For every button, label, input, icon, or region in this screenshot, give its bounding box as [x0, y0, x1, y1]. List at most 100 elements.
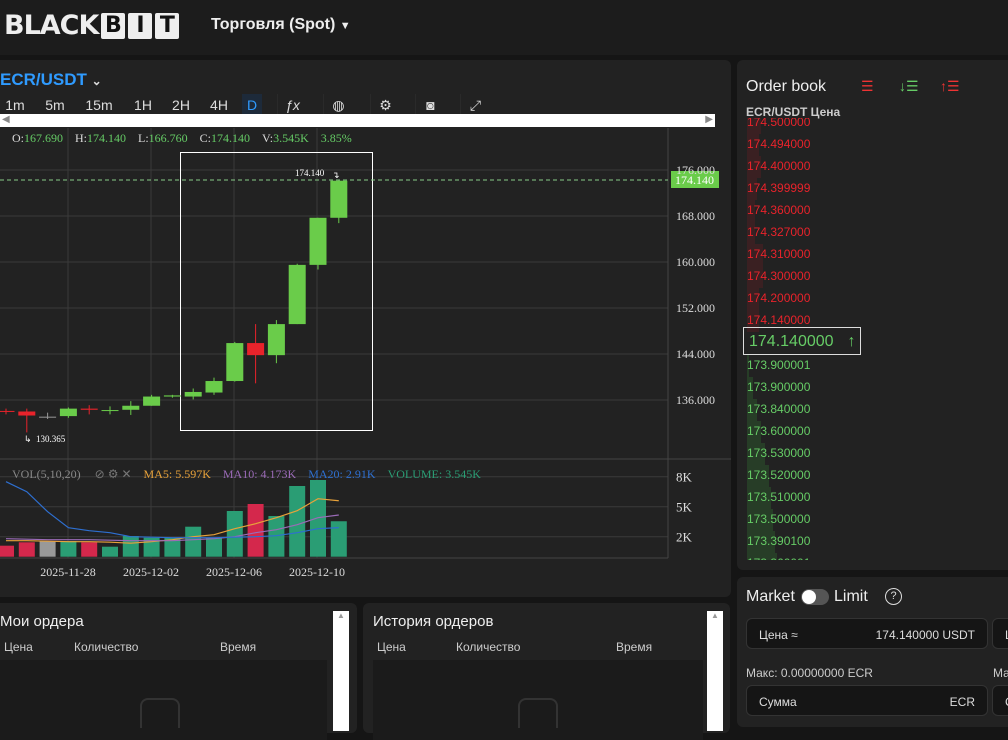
- candle-body: [330, 180, 348, 218]
- candle-body: [267, 324, 285, 356]
- volume-bar: [310, 480, 326, 557]
- pair-label: ECR/USDT: [0, 70, 87, 89]
- tf-1h[interactable]: 1H: [134, 97, 152, 113]
- order-book-row[interactable]: 173.510000: [747, 487, 857, 509]
- limit-label[interactable]: Limit: [834, 588, 868, 605]
- candle-body: [184, 391, 202, 397]
- scroll-left-icon[interactable]: ◀: [2, 114, 10, 125]
- order-book-row[interactable]: 173.900001: [747, 355, 857, 377]
- date-tick-label: 2025-12-02: [123, 565, 179, 579]
- low-marker: 130.365: [36, 434, 66, 444]
- volume-bar: [268, 516, 285, 557]
- order-book-row[interactable]: 174.399999: [747, 178, 857, 200]
- limit-price-field[interactable]: L: [992, 618, 1008, 649]
- candle-body: [205, 381, 223, 393]
- order-book-panel: Order book ☰ ↓☰ ↑☰ ECR/USDT Цена 174.500…: [737, 60, 1008, 570]
- candle-body: [0, 410, 15, 412]
- order-book-row[interactable]: 173.840000: [747, 399, 857, 421]
- order-book-row[interactable]: 173.360001: [747, 553, 857, 560]
- book-bids-icon[interactable]: ↓☰: [899, 78, 919, 94]
- arrow-up-icon: ↑: [847, 333, 856, 350]
- scroll-right-icon[interactable]: ▶: [705, 114, 713, 125]
- amount-field[interactable]: Сумма ECR: [746, 685, 988, 716]
- empty-box-icon: [518, 698, 558, 728]
- volume-bar: [0, 545, 14, 557]
- my-orders-empty: [0, 660, 327, 740]
- order-book-row[interactable]: 174.400000: [747, 156, 857, 178]
- tf-5m[interactable]: 5m: [45, 97, 65, 113]
- tf-4h[interactable]: 4H: [210, 97, 228, 113]
- volume-bar: [185, 526, 202, 557]
- selection-box[interactable]: [180, 152, 373, 431]
- order-book-row[interactable]: 174.200000: [747, 288, 857, 310]
- volume-bar: [330, 521, 347, 557]
- volume-tick-label: 8K: [676, 470, 693, 485]
- high-arrow-icon: ↴: [332, 170, 340, 180]
- indicators-icon[interactable]: ◍: [323, 94, 353, 116]
- order-book-row[interactable]: 173.530000: [747, 443, 857, 465]
- tf-1m[interactable]: 1m: [5, 97, 25, 113]
- col-price: Цена: [377, 640, 406, 654]
- book-both-icon[interactable]: ☰: [861, 78, 874, 94]
- order-book-row[interactable]: 174.300000: [747, 266, 857, 288]
- candle-body: [39, 416, 57, 418]
- candle-body: [18, 411, 36, 416]
- help-icon[interactable]: ?: [885, 588, 902, 605]
- order-book-row[interactable]: 174.494000: [747, 134, 857, 156]
- chart-scrollbar[interactable]: ◀ ▶: [0, 114, 715, 127]
- my-orders-title: Мои ордера: [0, 613, 84, 630]
- low-arrow-icon: ↳: [24, 434, 32, 444]
- blackbit-logo[interactable]: BLACK B I T: [4, 10, 180, 41]
- price-tick-label: 160.000: [676, 255, 715, 269]
- camera-icon[interactable]: ◙: [415, 94, 445, 116]
- caret-down-icon: ▼: [339, 20, 351, 32]
- gear-icon[interactable]: ⚙: [370, 94, 400, 116]
- market-label[interactable]: Market: [746, 588, 795, 605]
- price-tick-label: 144.000: [676, 347, 715, 361]
- last-price-tag-text: 174.140: [675, 173, 714, 187]
- order-book-row[interactable]: 174.140000: [747, 310, 857, 332]
- volume-bar: [81, 542, 98, 557]
- candle-body: [143, 396, 161, 406]
- empty-box-icon: [140, 698, 180, 728]
- order-book-row[interactable]: 173.600000: [747, 421, 857, 443]
- volume-bar: [39, 541, 56, 557]
- chart-panel: ECR/USDT ⌄ 1m 5m 15m 1H 2H 4H D ƒx ◍ ⚙ ◙…: [0, 60, 731, 597]
- price-tick-label: 152.000: [676, 301, 715, 315]
- order-book-row[interactable]: 173.500000: [747, 509, 857, 531]
- pair-selector[interactable]: ECR/USDT ⌄: [0, 70, 102, 90]
- volume-bar: [247, 504, 264, 557]
- trade-panel: Market Limit ? Цена ≈174.140000 USDT L М…: [737, 577, 1008, 727]
- order-book-row[interactable]: 174.327000: [747, 222, 857, 244]
- order-book-row[interactable]: 174.360000: [747, 200, 857, 222]
- market-limit-toggle[interactable]: [801, 589, 829, 605]
- formula-icon[interactable]: ƒx: [277, 94, 307, 116]
- trading-menu[interactable]: Торговля (Spot) ▼: [211, 16, 351, 34]
- price-field[interactable]: Цена ≈174.140000 USDT: [746, 618, 988, 649]
- volume-tick-label: 2K: [676, 530, 693, 545]
- order-history-empty: [373, 660, 703, 740]
- order-book-row[interactable]: 174.500000: [747, 118, 857, 134]
- candle-body: [226, 343, 244, 382]
- order-book-row[interactable]: 173.390100: [747, 531, 857, 553]
- amount-field-2[interactable]: С: [992, 685, 1008, 716]
- high-marker: 174.140: [295, 168, 325, 178]
- tf-d[interactable]: D: [242, 94, 262, 116]
- candle-body: [288, 264, 306, 325]
- fullscreen-icon[interactable]: ⤢: [460, 94, 490, 116]
- my-orders-scrollbar[interactable]: ▲: [333, 611, 349, 731]
- order-book-row[interactable]: 173.900000: [747, 377, 857, 399]
- tf-15m[interactable]: 15m: [85, 97, 113, 113]
- order-history-scrollbar[interactable]: ▲: [707, 611, 723, 731]
- book-asks-icon[interactable]: ↑☰: [940, 78, 960, 94]
- price-chart[interactable]: O:167.690 H:174.140 L:166.760 C:174.140 V:3.…: [0, 128, 731, 598]
- order-book-row[interactable]: 173.520000: [747, 465, 857, 487]
- candle-body: [59, 408, 77, 417]
- volume-bar: [60, 541, 77, 557]
- my-orders-panel: Мои ордера Цена Количество Время ▲: [0, 603, 357, 740]
- volume-bar: [122, 536, 139, 557]
- order-book-row[interactable]: 174.310000: [747, 244, 857, 266]
- date-tick-label: 2025-11-28: [40, 565, 96, 579]
- trading-menu-label: Торговля (Spot): [211, 16, 336, 33]
- tf-2h[interactable]: 2H: [172, 97, 190, 113]
